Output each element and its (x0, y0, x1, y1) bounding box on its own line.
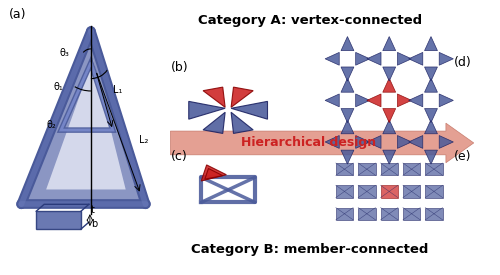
Polygon shape (325, 136, 340, 148)
Polygon shape (356, 52, 370, 65)
Text: L₂: L₂ (138, 135, 148, 145)
Bar (336, 208, 353, 220)
Polygon shape (424, 67, 438, 81)
Polygon shape (325, 52, 340, 65)
Bar (403, 208, 420, 220)
Text: Category B: member-connected: Category B: member-connected (191, 243, 428, 256)
Text: θ₂: θ₂ (46, 120, 56, 130)
Bar (380, 208, 398, 220)
Polygon shape (46, 59, 126, 189)
Bar (336, 185, 353, 198)
Bar (380, 185, 398, 198)
Bar (358, 163, 376, 175)
Text: (d): (d) (454, 56, 471, 69)
Bar (380, 163, 398, 175)
Polygon shape (424, 78, 438, 92)
Polygon shape (424, 120, 438, 134)
Polygon shape (231, 112, 253, 133)
Polygon shape (22, 31, 146, 204)
Polygon shape (341, 37, 354, 51)
Text: (a): (a) (10, 8, 27, 21)
Polygon shape (383, 37, 396, 51)
Text: (c): (c) (170, 150, 187, 163)
Polygon shape (367, 94, 381, 107)
Polygon shape (367, 136, 381, 148)
FancyBboxPatch shape (36, 211, 81, 229)
Polygon shape (341, 150, 354, 164)
Bar (426, 163, 442, 175)
Polygon shape (341, 120, 354, 134)
Polygon shape (383, 109, 396, 123)
Bar (403, 163, 420, 175)
Polygon shape (341, 109, 354, 123)
Polygon shape (203, 112, 225, 133)
Text: Category A: vertex-connected: Category A: vertex-connected (198, 14, 422, 27)
Text: θ₁: θ₁ (54, 81, 63, 92)
Polygon shape (424, 37, 438, 51)
Polygon shape (231, 101, 268, 119)
Text: (e): (e) (454, 150, 471, 163)
Polygon shape (356, 136, 370, 148)
Polygon shape (439, 94, 454, 107)
Bar (426, 208, 442, 220)
Polygon shape (188, 101, 225, 119)
Polygon shape (424, 109, 438, 123)
Text: t: t (91, 205, 95, 215)
Bar (358, 208, 376, 220)
Polygon shape (408, 52, 423, 65)
Text: b: b (91, 219, 97, 229)
Polygon shape (205, 169, 223, 179)
Text: (b): (b) (170, 61, 188, 74)
Text: θ₃: θ₃ (59, 48, 69, 58)
Polygon shape (341, 67, 354, 81)
Polygon shape (398, 94, 411, 107)
Bar (336, 163, 353, 175)
Polygon shape (383, 120, 396, 134)
Polygon shape (203, 87, 225, 107)
Polygon shape (439, 52, 454, 65)
Polygon shape (398, 52, 411, 65)
Polygon shape (356, 94, 370, 107)
Polygon shape (341, 78, 354, 92)
Polygon shape (439, 136, 454, 148)
Polygon shape (231, 87, 253, 107)
Text: L₁: L₁ (113, 86, 122, 95)
Polygon shape (325, 94, 340, 107)
Polygon shape (383, 78, 396, 92)
Text: Hierarchical design: Hierarchical design (240, 136, 376, 149)
Polygon shape (424, 150, 438, 164)
Bar (403, 185, 420, 198)
Polygon shape (408, 136, 423, 148)
Bar (358, 185, 376, 198)
Polygon shape (398, 136, 411, 148)
Polygon shape (202, 165, 226, 181)
Polygon shape (367, 52, 381, 65)
Bar (426, 185, 442, 198)
Polygon shape (170, 123, 474, 163)
Polygon shape (383, 150, 396, 164)
Polygon shape (408, 94, 423, 107)
Polygon shape (383, 67, 396, 81)
